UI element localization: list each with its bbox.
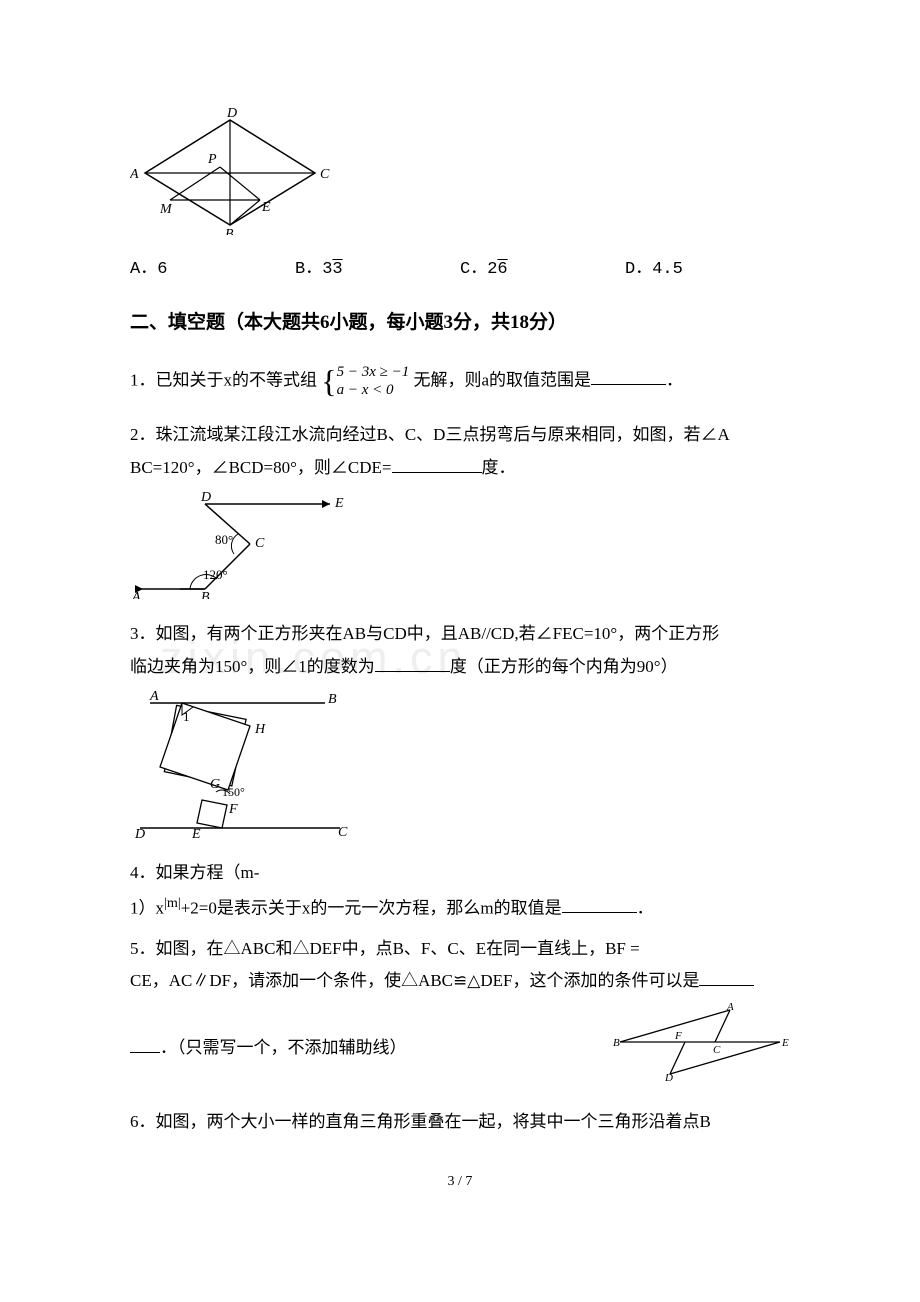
opt-d-value: 4.5 bbox=[652, 254, 683, 286]
mc-options: A． 6 B． 33 C． 26 D． 4.5 bbox=[130, 254, 790, 286]
svg-text:D: D bbox=[200, 490, 211, 505]
q4-sup: |m| bbox=[164, 895, 181, 911]
q2-svg: D E C B A 80° 120° bbox=[130, 489, 360, 599]
section-2-title: 二、填空题（本大题共6小题，每小题3分，共18分） bbox=[130, 305, 790, 341]
svg-text:D: D bbox=[134, 827, 145, 838]
q5-line2: CE，AC∥DF，请添加一个条件，使△ABC≌△DEF，这个添加的条件可以是 bbox=[130, 971, 699, 990]
q2-line1: 2．珠江流域某江段江水流向经过B、C、D三点拐弯后与原来相同，如图，若∠A bbox=[130, 419, 790, 451]
figure-q3: A B D C E F G H 1 150° bbox=[130, 688, 790, 849]
opt-c-value: 26 bbox=[487, 254, 507, 286]
question-1: 1．已知关于x的不等式组 { 5 − 3x ≥ −1 a − x < 0 无解，… bbox=[130, 351, 790, 412]
opt-b-label: B． bbox=[295, 254, 322, 286]
q5-svg: A B F C E D bbox=[610, 1002, 790, 1082]
svg-text:A: A bbox=[149, 689, 159, 704]
q2-line2-post: 度． bbox=[482, 458, 516, 477]
svg-text:F: F bbox=[228, 802, 238, 817]
option-d: D． 4.5 bbox=[625, 254, 790, 286]
opt-d-label: D． bbox=[625, 254, 652, 286]
svg-text:P: P bbox=[207, 152, 217, 167]
svg-text:C: C bbox=[338, 825, 348, 838]
option-a: A． 6 bbox=[130, 254, 295, 286]
option-b: B． 33 bbox=[295, 254, 460, 286]
q4-line2-pre: 1）x bbox=[130, 898, 164, 917]
q5-blank2 bbox=[130, 1035, 160, 1053]
svg-text:A: A bbox=[130, 167, 139, 182]
question-3: 3．如图，有两个正方形夹在AB与CD中，且AB//CD,若∠FEC=10°，两个… bbox=[130, 618, 790, 849]
question-6: 6．如图，两个大小一样的直角三角形重叠在一起，将其中一个三角形沿着点B bbox=[130, 1106, 790, 1138]
question-2: 2．珠江流域某江段江水流向经过B、C、D三点拐弯后与原来相同，如图，若∠A BC… bbox=[130, 419, 790, 610]
svg-text:C: C bbox=[320, 167, 330, 182]
svg-text:G: G bbox=[210, 777, 220, 792]
svg-text:E: E bbox=[191, 827, 201, 838]
svg-text:H: H bbox=[254, 722, 266, 737]
q5-line1: 5．如图，在△ABC和△DEF中，点B、F、C、E在同一直线上，BF = bbox=[130, 933, 790, 965]
svg-text:1: 1 bbox=[183, 709, 190, 724]
question-4: 4．如果方程（m- 1）x|m|+2=0是表示关于x的一元一次方程，那么m的取值… bbox=[130, 857, 790, 924]
q4-line1: 4．如果方程（m- bbox=[130, 857, 790, 889]
svg-text:B: B bbox=[201, 590, 210, 599]
svg-text:120°: 120° bbox=[203, 567, 228, 582]
q3-line1: 3．如图，有两个正方形夹在AB与CD中，且AB//CD,若∠FEC=10°，两个… bbox=[130, 618, 790, 650]
question-5: 5．如图，在△ABC和△DEF中，点B、F、C、E在同一直线上，BF = CE，… bbox=[130, 933, 790, 1099]
q4-line2-mid: +2=0是表示关于x的一元一次方程，那么m的取值是 bbox=[181, 898, 562, 917]
svg-text:A: A bbox=[726, 1002, 734, 1013]
opt-a-label: A． bbox=[130, 254, 157, 286]
svg-text:C: C bbox=[255, 536, 265, 551]
q3-line2-post: 度（正方形的每个内角为90°） bbox=[450, 657, 678, 676]
figure-q5: A B F C E D bbox=[610, 1002, 790, 1093]
svg-text:C: C bbox=[713, 1044, 721, 1056]
svg-text:80°: 80° bbox=[215, 532, 233, 547]
svg-text:E: E bbox=[334, 496, 344, 511]
q2-blank bbox=[392, 455, 482, 473]
svg-text:F: F bbox=[674, 1030, 682, 1042]
q5-line3: ．（只需写一个，不添加辅助线） bbox=[160, 1038, 407, 1057]
q3-line2-pre: 临边夹角为150°，则∠1的度数为 bbox=[130, 657, 375, 676]
opt-a-value: 6 bbox=[157, 254, 167, 286]
opt-c-label: C． bbox=[460, 254, 487, 286]
figure-rhombus: A D C B P M E bbox=[130, 105, 790, 246]
q1-end: ． bbox=[666, 370, 683, 389]
svg-text:M: M bbox=[159, 202, 173, 217]
svg-text:150°: 150° bbox=[222, 785, 245, 799]
svg-text:A: A bbox=[131, 590, 141, 599]
q3-svg: A B D C E F G H 1 150° bbox=[130, 688, 350, 838]
svg-text:E: E bbox=[261, 200, 271, 215]
q1-blank bbox=[591, 367, 666, 385]
figure-q2: D E C B A 80° 120° bbox=[130, 489, 790, 610]
opt-b-value: 33 bbox=[322, 254, 342, 286]
q1-pre: 1．已知关于x的不等式组 bbox=[130, 370, 317, 389]
svg-text:B: B bbox=[613, 1037, 620, 1049]
q4-blank bbox=[562, 895, 637, 913]
q6-text: 6．如图，两个大小一样的直角三角形重叠在一起，将其中一个三角形沿着点B bbox=[130, 1112, 711, 1131]
q5-blank1 bbox=[699, 968, 754, 986]
q1-post: 无解，则a的取值范围是 bbox=[414, 370, 592, 389]
svg-text:B: B bbox=[328, 692, 337, 707]
q2-line2-pre: BC=120°，∠BCD=80°，则∠CDE= bbox=[130, 458, 392, 477]
svg-text:E: E bbox=[781, 1037, 789, 1049]
q4-end: ． bbox=[637, 898, 654, 917]
svg-text:B: B bbox=[225, 227, 234, 235]
svg-text:D: D bbox=[664, 1072, 673, 1082]
page-number: 3 / 7 bbox=[130, 1169, 790, 1196]
option-c: C． 26 bbox=[460, 254, 625, 286]
rhombus-svg: A D C B P M E bbox=[130, 105, 330, 235]
q1-inequality-system: { 5 − 3x ≥ −1 a − x < 0 bbox=[321, 351, 409, 412]
svg-text:D: D bbox=[226, 106, 237, 121]
q3-blank bbox=[375, 654, 450, 672]
